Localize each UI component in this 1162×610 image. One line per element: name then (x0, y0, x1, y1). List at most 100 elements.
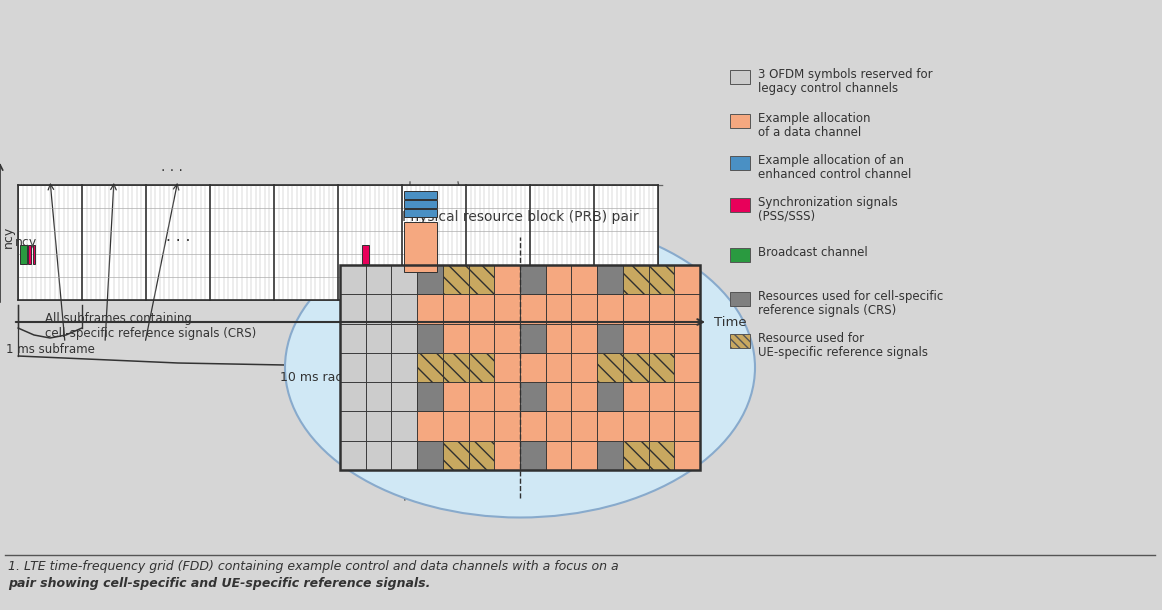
Bar (392, 353, 417, 382)
Bar (730, 156, 749, 170)
Bar (521, 382, 546, 411)
Bar (494, 323, 521, 353)
Bar (392, 382, 417, 411)
Bar (546, 440, 572, 470)
Bar (366, 382, 392, 411)
Bar (730, 198, 749, 212)
Bar (33, 245, 35, 264)
Bar (521, 440, 546, 470)
Bar (521, 353, 546, 382)
Bar (340, 323, 366, 353)
Bar (366, 411, 392, 440)
Bar (572, 294, 597, 323)
Bar (443, 353, 468, 382)
Bar (521, 323, 546, 353)
Bar (521, 265, 546, 294)
Bar (674, 353, 700, 382)
Bar (623, 294, 648, 323)
Bar (404, 200, 437, 208)
Bar (494, 265, 521, 294)
Bar (597, 440, 623, 470)
Bar (546, 323, 572, 353)
Bar (572, 323, 597, 353)
Bar (494, 294, 521, 323)
Bar (340, 294, 366, 323)
Bar (443, 411, 468, 440)
Bar (468, 294, 494, 323)
Text: Broadcast channel: Broadcast channel (758, 246, 868, 259)
Bar (674, 382, 700, 411)
Bar (597, 382, 623, 411)
Bar (521, 411, 546, 440)
Bar (340, 353, 366, 382)
Bar (572, 353, 597, 382)
Bar (443, 440, 468, 470)
Bar (366, 323, 392, 353)
Bar (623, 323, 648, 353)
Bar (597, 411, 623, 440)
Bar (20, 245, 27, 264)
Bar (366, 353, 392, 382)
Text: Example allocation of an: Example allocation of an (758, 154, 904, 167)
Bar (468, 353, 494, 382)
Bar (623, 265, 648, 294)
Bar (404, 191, 437, 199)
Bar (648, 382, 674, 411)
Text: Physical resource block (PRB) pair: Physical resource block (PRB) pair (402, 210, 638, 224)
Bar (648, 323, 674, 353)
Bar (494, 411, 521, 440)
Bar (417, 382, 443, 411)
Bar (674, 440, 700, 470)
Bar (468, 265, 494, 294)
Text: Time: Time (713, 315, 747, 329)
Bar (572, 440, 597, 470)
Bar (623, 440, 648, 470)
Bar (443, 382, 468, 411)
Bar (468, 440, 494, 470)
Bar (392, 294, 417, 323)
Bar (674, 294, 700, 323)
Bar (468, 411, 494, 440)
Text: UE-specific reference signals: UE-specific reference signals (758, 346, 928, 359)
Text: Synchronization signals: Synchronization signals (758, 196, 898, 209)
Text: . . .: . . . (166, 229, 191, 244)
Bar (597, 323, 623, 353)
Bar (417, 440, 443, 470)
Bar (443, 265, 468, 294)
Bar (468, 323, 494, 353)
Bar (443, 323, 468, 353)
Bar (572, 411, 597, 440)
Bar (623, 382, 648, 411)
Bar (366, 265, 392, 294)
Text: Example allocation: Example allocation (758, 112, 870, 124)
Text: legacy control channels: legacy control channels (758, 82, 898, 95)
Text: ncy: ncy (15, 236, 37, 249)
Bar (572, 265, 597, 294)
Text: pair showing cell-specific and UE-specific reference signals.: pair showing cell-specific and UE-specif… (8, 577, 430, 590)
Bar (546, 353, 572, 382)
Bar (340, 411, 366, 440)
Text: enhanced control channel: enhanced control channel (758, 168, 911, 181)
Bar (366, 294, 392, 323)
Bar (597, 353, 623, 382)
Bar (521, 294, 546, 323)
Bar (417, 265, 443, 294)
Bar (546, 294, 572, 323)
Bar (730, 70, 749, 84)
Bar (546, 382, 572, 411)
Bar (648, 265, 674, 294)
Bar (417, 353, 443, 382)
Bar (417, 411, 443, 440)
Bar (648, 440, 674, 470)
Bar (404, 222, 437, 273)
Bar (340, 440, 366, 470)
Text: cell-specific reference signals (CRS): cell-specific reference signals (CRS) (45, 327, 257, 340)
Bar (340, 265, 366, 294)
Bar (417, 323, 443, 353)
Bar (443, 294, 468, 323)
Bar (730, 248, 749, 262)
Bar (648, 353, 674, 382)
Text: 1 ms subframe: 1 ms subframe (6, 343, 94, 356)
Text: of a data channel: of a data channel (758, 126, 861, 138)
Bar (404, 209, 437, 217)
